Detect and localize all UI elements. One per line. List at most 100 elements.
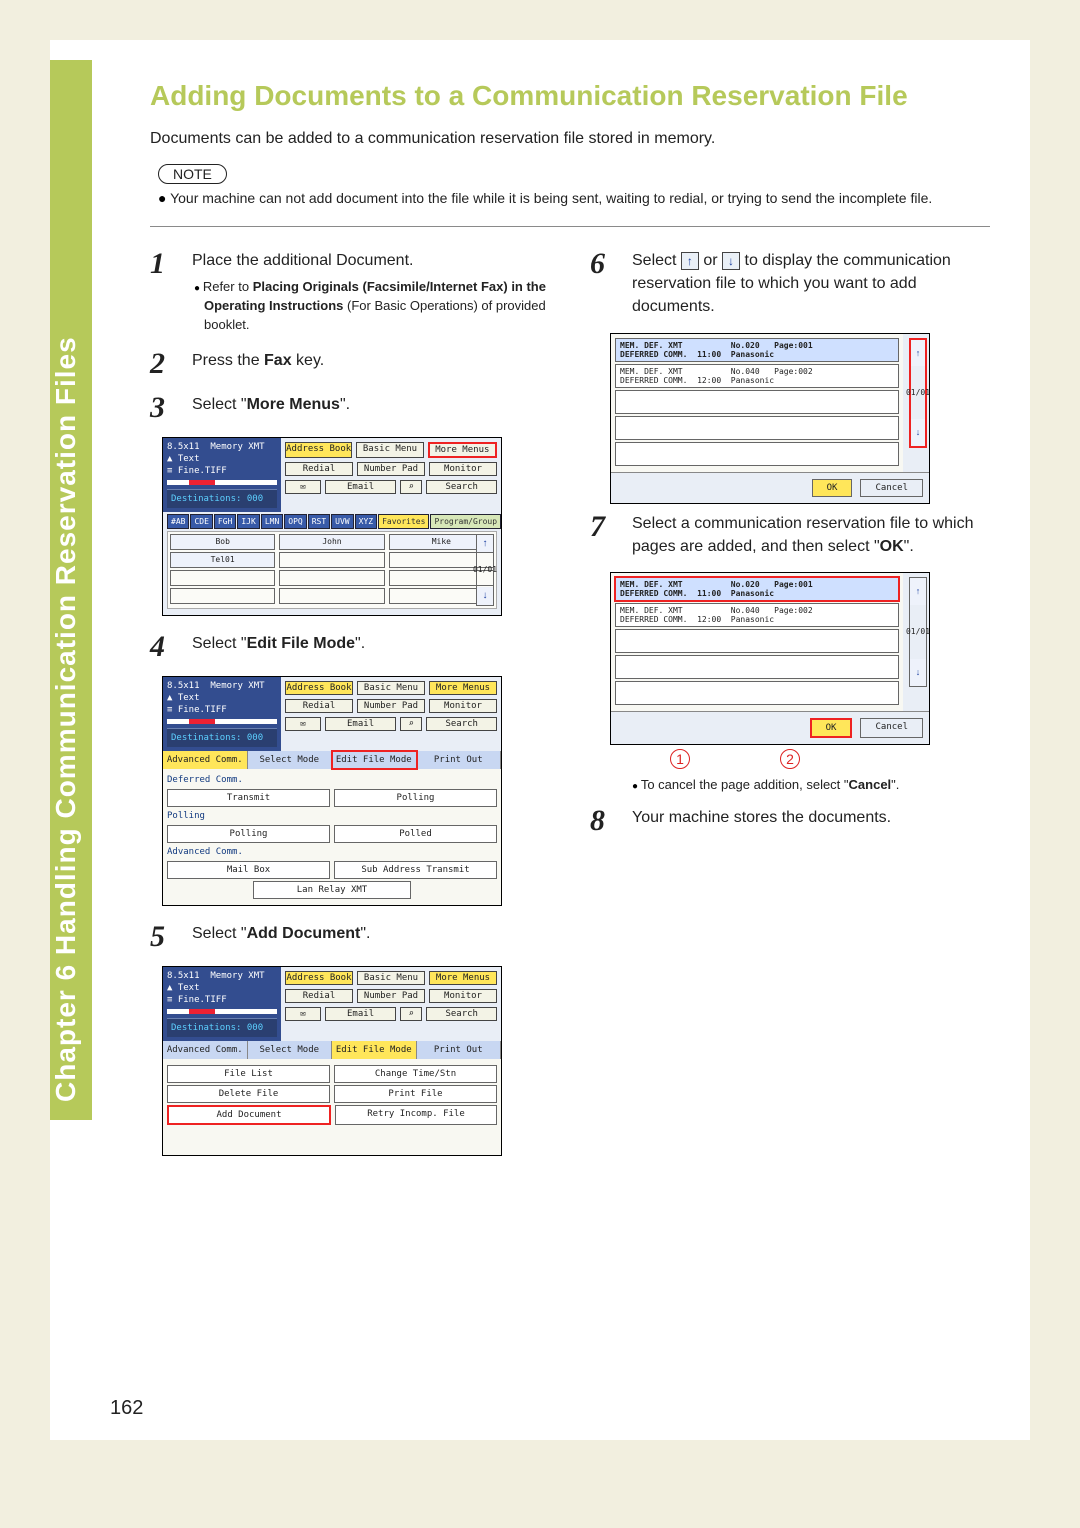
alpha-tab[interactable]: IJK — [237, 514, 259, 529]
alpha-tab[interactable]: FGH — [214, 514, 236, 529]
cancel-button[interactable]: Cancel — [860, 718, 923, 738]
polling-button[interactable]: Polling — [167, 825, 330, 843]
monitor-button[interactable]: Monitor — [429, 462, 497, 476]
print-out-tab[interactable]: Print Out — [417, 1041, 502, 1059]
search-button[interactable]: Search — [426, 1007, 497, 1021]
mailbox-button[interactable]: Mail Box — [167, 861, 330, 879]
alpha-tab[interactable]: UVW — [331, 514, 353, 529]
print-file-button[interactable]: Print File — [334, 1085, 497, 1103]
scroll-down-icon[interactable]: ↓ — [910, 659, 926, 686]
empty-cell — [279, 570, 384, 586]
more-menus-button[interactable]: More Menus — [429, 971, 497, 985]
reservation-row[interactable]: MEM. DEF. XMT No.040 Page:002 DEFERRED C… — [615, 364, 899, 388]
edit-file-mode-tab[interactable]: Edit File Mode — [332, 1041, 417, 1059]
step-number: 4 — [150, 632, 178, 662]
more-menus-button[interactable]: More Menus — [428, 442, 497, 458]
step-number: 1 — [150, 249, 178, 335]
retry-incomp-button[interactable]: Retry Incomp. File — [335, 1105, 497, 1125]
polling-button[interactable]: Polling — [334, 789, 497, 807]
scroll-down-icon[interactable]: ↓ — [911, 419, 925, 446]
program-group-tab[interactable]: Program/Group — [430, 514, 501, 529]
alpha-tab[interactable]: #AB — [167, 514, 189, 529]
scroll-down-icon[interactable]: ↓ — [477, 587, 493, 605]
print-out-tab[interactable]: Print Out — [417, 751, 502, 769]
contact-cell[interactable]: Tel01 — [170, 552, 275, 568]
select-mode-tab[interactable]: Select Mode — [248, 751, 333, 769]
ok-button[interactable]: OK — [812, 479, 853, 497]
number-pad-button[interactable]: Number Pad — [357, 462, 425, 476]
delete-file-button[interactable]: Delete File — [167, 1085, 330, 1103]
sub-address-button[interactable]: Sub Address Transmit — [334, 861, 497, 879]
basic-menu-button[interactable]: Basic Menu — [356, 442, 423, 458]
advanced-comm-tab[interactable]: Advanced Comm. — [163, 751, 248, 769]
email-button[interactable]: Email — [325, 1007, 396, 1021]
cancel-button[interactable]: Cancel — [860, 479, 923, 497]
edit-file-mode-tab[interactable]: Edit File Mode — [332, 751, 417, 769]
page-indicator: 01/01 — [910, 605, 926, 659]
search-icon: ⌕ — [400, 1007, 423, 1021]
step-number: 5 — [150, 922, 178, 952]
scroll-up-icon[interactable]: ↑ — [477, 535, 493, 553]
advanced-comm-tab[interactable]: Advanced Comm. — [163, 1041, 248, 1059]
email-button[interactable]: Email — [325, 480, 396, 494]
contact-cell[interactable]: John — [279, 534, 384, 550]
func-section-label: Deferred Comm. — [167, 773, 497, 787]
step3-b: More Menus — [247, 396, 340, 413]
ok-button[interactable]: OK — [810, 718, 853, 738]
step-number: 3 — [150, 393, 178, 423]
fp-fine: Fine.TIFF — [178, 705, 227, 715]
basic-menu-button[interactable]: Basic Menu — [357, 971, 425, 985]
step4-b: Edit File Mode — [247, 635, 355, 652]
address-book-button[interactable]: Address Book — [285, 681, 353, 695]
basic-menu-button[interactable]: Basic Menu — [357, 681, 425, 695]
monitor-button[interactable]: Monitor — [429, 989, 497, 1003]
contact-cell[interactable]: Bob — [170, 534, 275, 550]
transmit-button[interactable]: Transmit — [167, 789, 330, 807]
reservation-row[interactable]: MEM. DEF. XMT No.040 Page:002 DEFERRED C… — [615, 603, 899, 627]
alpha-tab[interactable]: XYZ — [355, 514, 377, 529]
reservation-row[interactable]: MEM. DEF. XMT No.020 Page:001 DEFERRED C… — [615, 577, 899, 601]
fp-memory: Memory XMT — [210, 442, 264, 452]
add-document-button[interactable]: Add Document — [167, 1105, 331, 1125]
step-number: 7 — [590, 512, 618, 558]
search-button[interactable]: Search — [426, 717, 497, 731]
more-menus-button[interactable]: More Menus — [429, 681, 497, 695]
reservation-row — [615, 681, 899, 705]
alpha-tab[interactable]: RST — [308, 514, 330, 529]
reservation-screenshot-1: MEM. DEF. XMT No.020 Page:001 DEFERRED C… — [610, 333, 930, 504]
callout-2: 2 — [780, 749, 800, 769]
alpha-tab[interactable]: OPQ — [284, 514, 306, 529]
email-button[interactable]: Email — [325, 717, 396, 731]
fp-size: 8.5x11 — [167, 971, 200, 981]
lan-relay-button[interactable]: Lan Relay XMT — [253, 881, 411, 899]
redial-button[interactable]: Redial — [285, 989, 353, 1003]
step2-b: Fax — [264, 352, 292, 369]
redial-button[interactable]: Redial — [285, 462, 353, 476]
scroll-up-icon[interactable]: ↑ — [911, 340, 925, 367]
fax-screenshot-3: 8.5x11 Memory XMT ▲ Text ≡ Fine.TIFF Des… — [162, 966, 502, 1156]
reservation-row — [615, 416, 899, 440]
number-pad-button[interactable]: Number Pad — [357, 989, 425, 1003]
fp-fine: Fine.TIFF — [178, 466, 227, 476]
alpha-tab[interactable]: CDE — [190, 514, 212, 529]
file-list-button[interactable]: File List — [167, 1065, 330, 1083]
polled-button[interactable]: Polled — [334, 825, 497, 843]
chapter-tab: Chapter 6 Handling Communication Reserva… — [50, 60, 92, 1120]
reservation-row — [615, 629, 899, 653]
reservation-row[interactable]: MEM. DEF. XMT No.020 Page:001 DEFERRED C… — [615, 338, 899, 362]
select-mode-tab[interactable]: Select Mode — [248, 1041, 333, 1059]
step-number: 6 — [590, 249, 618, 319]
alpha-tab[interactable]: LMN — [261, 514, 283, 529]
address-book-button[interactable]: Address Book — [285, 442, 352, 458]
change-time-button[interactable]: Change Time/Stn — [334, 1065, 497, 1083]
redial-button[interactable]: Redial — [285, 699, 353, 713]
fp-dest: Destinations: 000 — [167, 1018, 277, 1037]
monitor-button[interactable]: Monitor — [429, 699, 497, 713]
address-book-button[interactable]: Address Book — [285, 971, 353, 985]
search-button[interactable]: Search — [426, 480, 497, 494]
number-pad-button[interactable]: Number Pad — [357, 699, 425, 713]
step7-a: Select a communication reservation file … — [632, 515, 974, 555]
step5-c: ". — [360, 925, 370, 942]
scroll-up-icon[interactable]: ↑ — [910, 578, 926, 605]
favorites-tab[interactable]: Favorites — [378, 514, 429, 529]
